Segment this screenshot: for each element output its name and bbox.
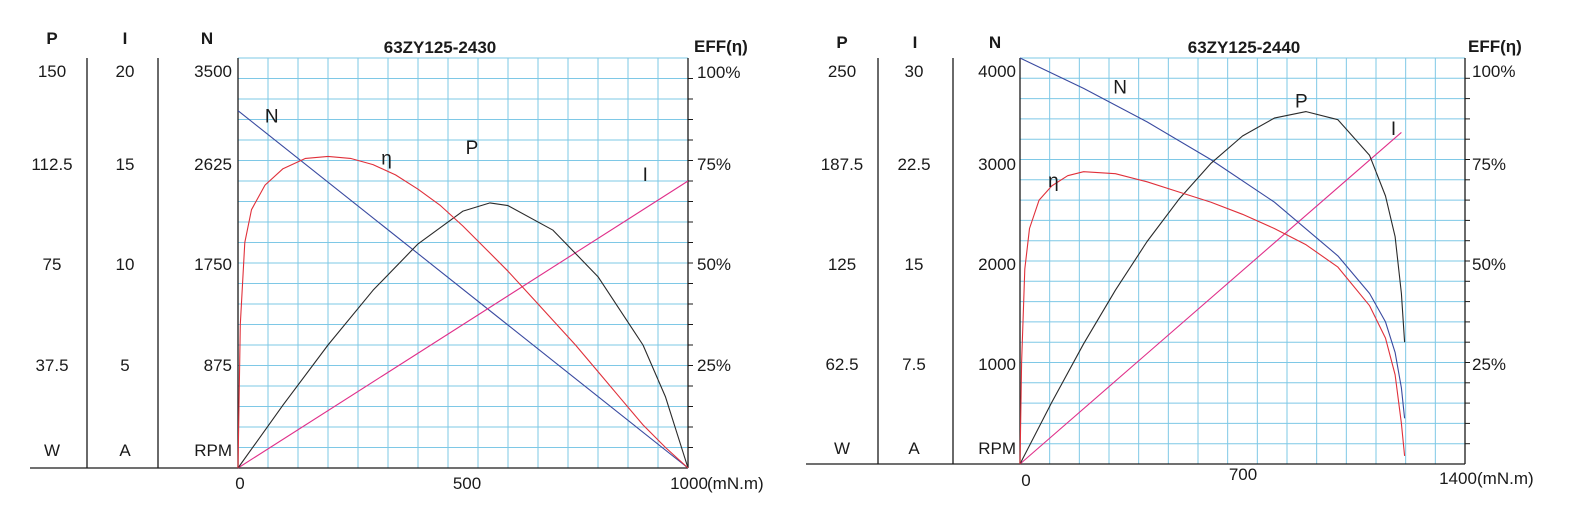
chart-1-p-tick: 112.5 xyxy=(31,155,72,174)
chart-2-p-tick: 187.5 xyxy=(821,155,864,174)
series-p-line xyxy=(237,202,689,469)
chart-2-x-tick: 700 xyxy=(1229,465,1257,484)
chart-1-x-unit: (mN.m) xyxy=(707,474,764,493)
chart-2-n-tick: 4000 xyxy=(978,62,1016,81)
chart-2-right-ticks xyxy=(1465,77,1470,445)
chart-2-n-tick: 3000 xyxy=(978,155,1016,174)
chart-1-series: N I Pη xyxy=(237,106,689,469)
series-i-line xyxy=(237,180,689,469)
chart-1-eff-tick: 25% xyxy=(697,356,731,375)
series-p-label: P xyxy=(466,138,479,159)
chart-1-p-tick: 150 xyxy=(38,62,66,81)
chart-2-p-tick: 125 xyxy=(828,255,856,274)
series-p-label: P xyxy=(1295,92,1308,113)
chart-2-series: N I Pη xyxy=(1019,57,1406,465)
chart-2-eff-tick: 100% xyxy=(1472,62,1515,81)
chart-2-x-tick: 0 xyxy=(1021,471,1030,490)
chart-2-n-tick: 1000 xyxy=(978,355,1016,374)
chart-1-right-ticks xyxy=(688,78,693,448)
chart-1-header-i: I xyxy=(123,29,128,48)
series-n-line xyxy=(1019,57,1406,419)
chart-1-frame xyxy=(30,58,689,469)
chart-2-header-n: N xyxy=(989,33,1001,52)
chart-1-i-tick: 15 xyxy=(116,155,135,174)
series-n-label: N xyxy=(265,106,279,127)
series-n-line xyxy=(237,110,689,469)
series-eta-label: η xyxy=(1048,171,1059,192)
chart-1-x-tick: 500 xyxy=(453,474,481,493)
chart-2-i-tick: 15 xyxy=(905,255,924,274)
chart-2-header-i: I xyxy=(913,33,918,52)
chart-1-p-unit: W xyxy=(44,441,60,460)
chart-1-i-tick: 5 xyxy=(120,356,129,375)
chart-2: 63ZY125-2440 P I N EFF(η) 250 187.5 125 … xyxy=(806,33,1534,490)
chart-1-n-tick: 1750 xyxy=(194,255,232,274)
chart-1-p-tick: 75 xyxy=(43,255,62,274)
chart-1-eff-tick: 50% xyxy=(697,255,731,274)
chart-2-i-tick: 30 xyxy=(905,62,924,81)
chart-2-i-tick: 7.5 xyxy=(902,355,926,374)
chart-2-eff-tick: 25% xyxy=(1472,355,1506,374)
chart-2-grid xyxy=(1020,57,1465,464)
chart-2-x-unit: (mN.m) xyxy=(1477,469,1534,488)
chart-2-x-tick: 1400 xyxy=(1439,469,1477,488)
chart-2-n-unit: RPM xyxy=(978,439,1016,458)
chart-2-header-p: P xyxy=(836,33,847,52)
chart-2-eff-tick: 75% xyxy=(1472,155,1506,174)
chart-2-p-tick: 62.5 xyxy=(825,355,858,374)
series-i-label: I xyxy=(1391,119,1396,140)
chart-1-eff-tick: 100% xyxy=(697,63,740,82)
chart-1-p-tick: 37.5 xyxy=(35,356,68,375)
chart-1-header-p: P xyxy=(46,29,57,48)
chart-1-title: 63ZY125-2430 xyxy=(384,38,496,57)
chart-2-eff-tick: 50% xyxy=(1472,255,1506,274)
chart-2-i-tick: 22.5 xyxy=(897,155,930,174)
chart-1-n-tick: 875 xyxy=(204,356,232,375)
series-eta-label: η xyxy=(381,149,392,170)
chart-1-i-tick: 10 xyxy=(116,255,135,274)
chart-1-x-tick: 1000 xyxy=(670,474,708,493)
chart-2-p-tick: 250 xyxy=(828,62,856,81)
chart-1-n-tick: 2625 xyxy=(194,155,232,174)
series-i-label: I xyxy=(643,165,648,186)
chart-1-i-unit: A xyxy=(119,441,131,460)
chart-1-n-unit: RPM xyxy=(194,441,232,460)
chart-1-x-tick: 0 xyxy=(235,474,244,493)
series-i-line xyxy=(1019,131,1402,465)
chart-1-n-tick: 3500 xyxy=(194,62,232,81)
series-eta-line xyxy=(1019,171,1406,465)
chart-2-title: 63ZY125-2440 xyxy=(1188,38,1300,57)
chart-2-header-eff: EFF(η) xyxy=(1468,37,1522,56)
chart-1-i-tick: 20 xyxy=(116,62,135,81)
chart-1-header-eff: EFF(η) xyxy=(694,37,748,56)
series-p-line xyxy=(1019,111,1406,465)
chart-2-i-unit: A xyxy=(908,439,920,458)
chart-1-header-n: N xyxy=(201,29,213,48)
chart-2-n-tick: 2000 xyxy=(978,255,1016,274)
chart-1: 63ZY125-2430 P I N EFF(η) 150 112.5 75 3… xyxy=(30,29,764,493)
series-n-label: N xyxy=(1113,78,1127,99)
chart-1-eff-tick: 75% xyxy=(697,155,731,174)
chart-1-grid xyxy=(238,57,688,468)
series-eta-line xyxy=(237,155,689,469)
chart-2-p-unit: W xyxy=(834,439,850,458)
